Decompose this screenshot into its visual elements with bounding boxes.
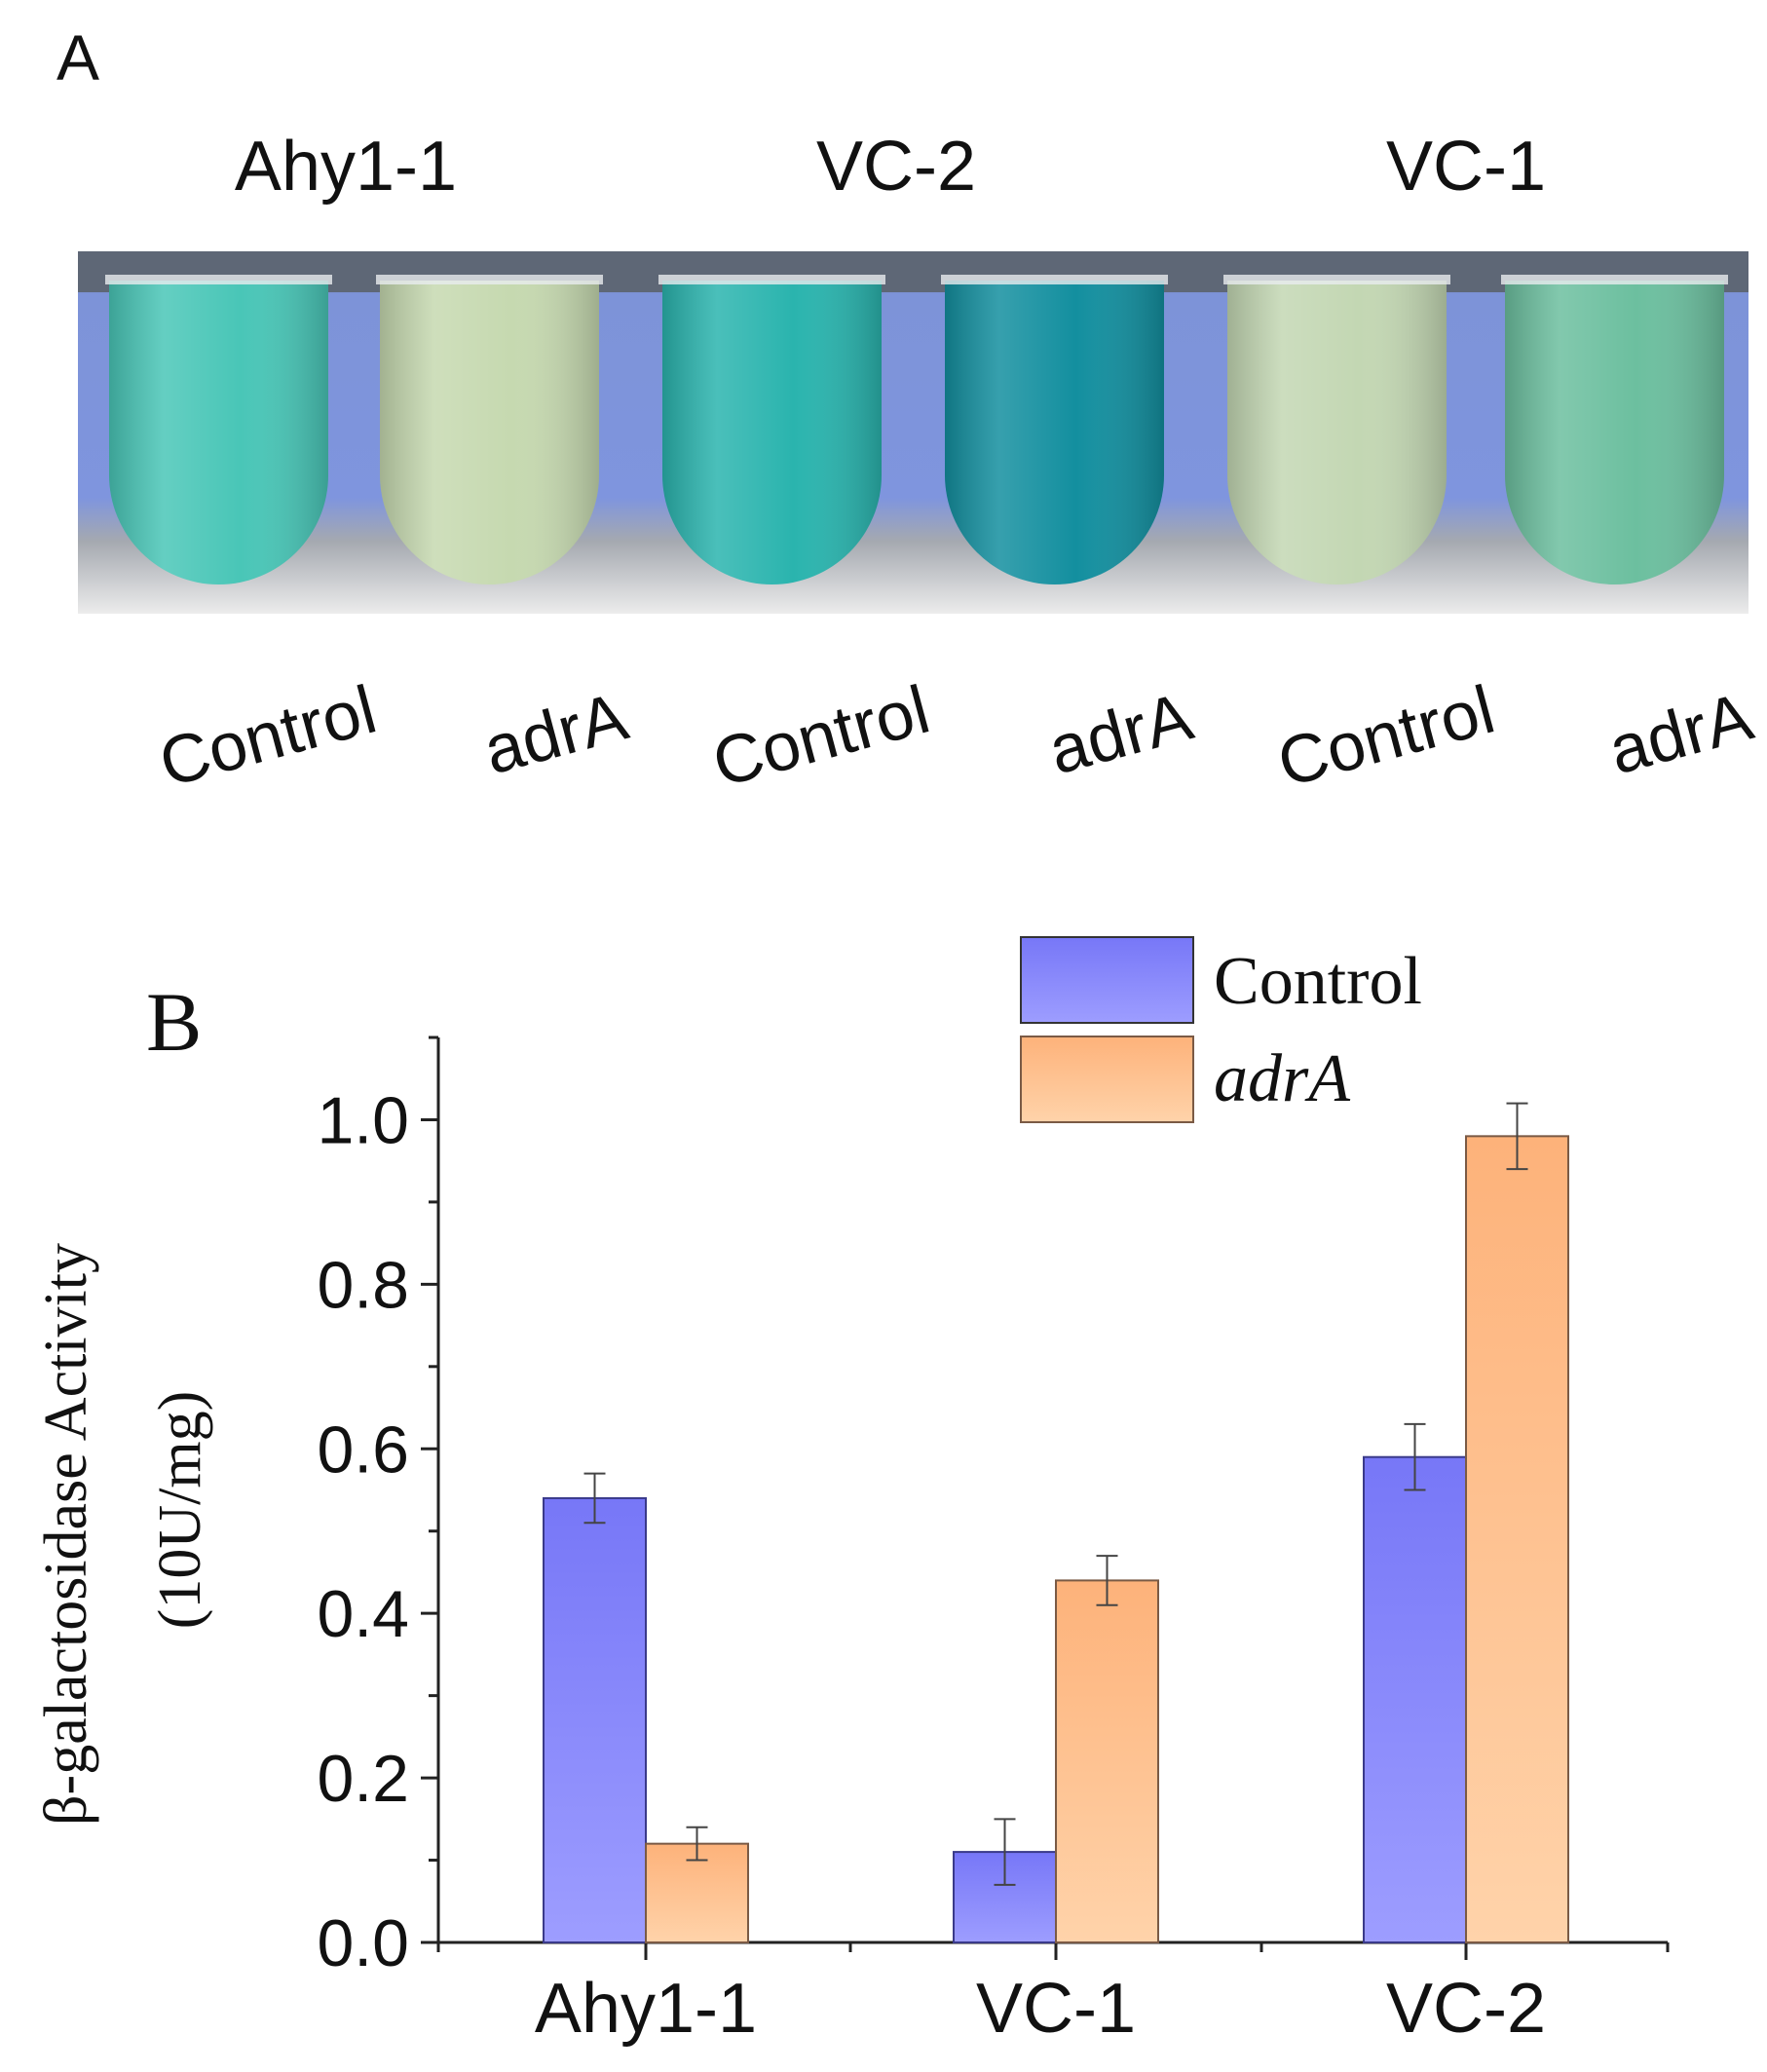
tube-shading	[380, 281, 599, 584]
bar-control-ahy1-1	[543, 1496, 647, 1943]
y-tick-label: 0.2	[317, 1742, 409, 1816]
bar-adra-vc-1	[1055, 1579, 1159, 1944]
tube-shading	[1505, 281, 1724, 584]
tube-rim	[376, 275, 603, 284]
tube-shading	[945, 281, 1165, 584]
tube-label: adrA	[1041, 678, 1200, 789]
error-bar	[686, 1826, 708, 1862]
rack-bar	[78, 251, 1748, 292]
tube-shading	[662, 281, 883, 584]
x-tick-label: VC-2	[1386, 1970, 1546, 2048]
photo-background	[78, 251, 1748, 614]
legend-swatch-control	[1020, 936, 1194, 1024]
tube-shading	[109, 281, 328, 584]
error-bar	[994, 1818, 1016, 1886]
tube-rim	[941, 275, 1168, 284]
y-tick-label: 0.8	[317, 1248, 409, 1322]
tube-photo	[78, 251, 1748, 614]
tube-label: adrA	[1601, 678, 1760, 789]
panel-b-label: B	[146, 975, 202, 1069]
tube-label: Control	[152, 671, 384, 802]
legend-label-control: Control	[1214, 944, 1422, 1019]
tube-rim	[105, 275, 332, 284]
bar-adra-vc-2	[1465, 1135, 1569, 1943]
error-bar	[583, 1472, 606, 1525]
y-tick-label: 1.0	[317, 1083, 409, 1157]
legend-swatch-adra	[1020, 1036, 1194, 1123]
tube-shading	[1227, 281, 1447, 584]
y-tick-label: 0.0	[317, 1906, 409, 1980]
tube-group-label: VC-1	[1386, 128, 1546, 206]
error-bar	[1096, 1555, 1118, 1606]
tube-rim	[1223, 275, 1450, 284]
error-bar	[1506, 1102, 1528, 1171]
legend: Control adrA	[1020, 936, 1422, 1123]
error-bar	[1404, 1422, 1426, 1491]
tube-rim	[658, 275, 885, 284]
tube-rim	[1501, 275, 1728, 284]
x-tick-label: VC-1	[976, 1970, 1136, 2048]
tube-group-label: Ahy1-1	[235, 128, 457, 206]
y-axis-label-line1: β-galactosidase Activity	[33, 1243, 99, 1826]
bar-control-vc-2	[1363, 1455, 1467, 1943]
legend-label-adra: adrA	[1214, 1041, 1350, 1116]
x-tick-label: Ahy1-1	[535, 1970, 757, 2048]
y-axis-label-line2: (10U/mg)	[147, 1391, 213, 1630]
bar-chart: 0.0 0.2 0.4 0.6 0.8 1.0 Ahy1-1 VC-1 VC-2 β-gala…	[33, 936, 1670, 2048]
tube-label: adrA	[476, 678, 635, 789]
tube-label: Control	[705, 671, 937, 802]
tube-group-label: VC-2	[816, 128, 976, 206]
tube-label: Control	[1270, 671, 1502, 802]
panel-a-label: A	[56, 21, 99, 94]
y-tick-label: 0.4	[317, 1577, 409, 1651]
y-tick-label: 0.6	[317, 1413, 409, 1487]
